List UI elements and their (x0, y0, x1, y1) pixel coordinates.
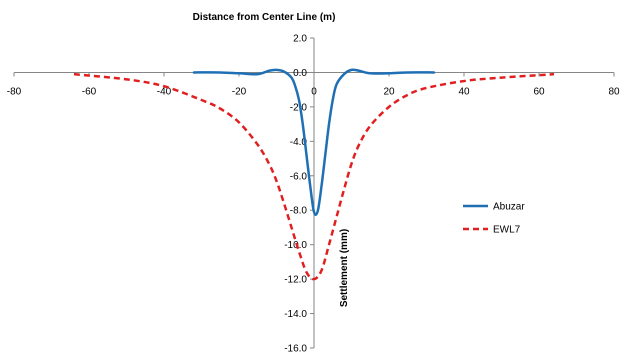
y-axis-label: Settlement (mm) (339, 229, 350, 307)
legend: Abuzar EWL7 (463, 202, 525, 236)
x-tick-label: 40 (458, 86, 470, 97)
y-tick-label: -12.0 (284, 275, 307, 286)
legend-label-abuzar: Abuzar (493, 202, 525, 213)
y-tick-label: 2.0 (293, 34, 307, 45)
x-tick-label: -20 (232, 86, 247, 97)
chart-title: Distance from Center Line (m) (193, 12, 336, 23)
series-line-abuzar (192, 68, 436, 216)
x-tick-label: -60 (82, 86, 97, 97)
y-tick-label: -8.0 (290, 206, 308, 217)
x-tick-label: 60 (533, 86, 545, 97)
y-tick-label: -2.0 (290, 102, 308, 113)
y-tick-label: -4.0 (290, 137, 308, 148)
x-tick-label: -40 (157, 86, 172, 97)
x-tick-label: -80 (7, 86, 22, 97)
y-tick-label: -6.0 (290, 171, 308, 182)
y-tick-label: -14.0 (284, 309, 307, 320)
x-tick-label: 80 (608, 86, 620, 97)
y-tick-label: 0.0 (293, 68, 307, 79)
series-lines (73, 68, 555, 281)
series-line-ewl7 (73, 72, 555, 281)
legend-label-ewl7: EWL7 (493, 225, 521, 236)
y-tick-label: -16.0 (284, 344, 307, 355)
x-tick-label: 20 (383, 86, 395, 97)
axes (13, 37, 615, 349)
x-tick-label: 0 (311, 86, 317, 97)
y-tick-labels: 2.00.0-2.0-4.0-6.0-8.0-10.0-12.0-14.0-16… (284, 34, 307, 355)
x-tick-labels: -80 -60 -40 -20 0 20 40 60 80 (7, 86, 620, 97)
